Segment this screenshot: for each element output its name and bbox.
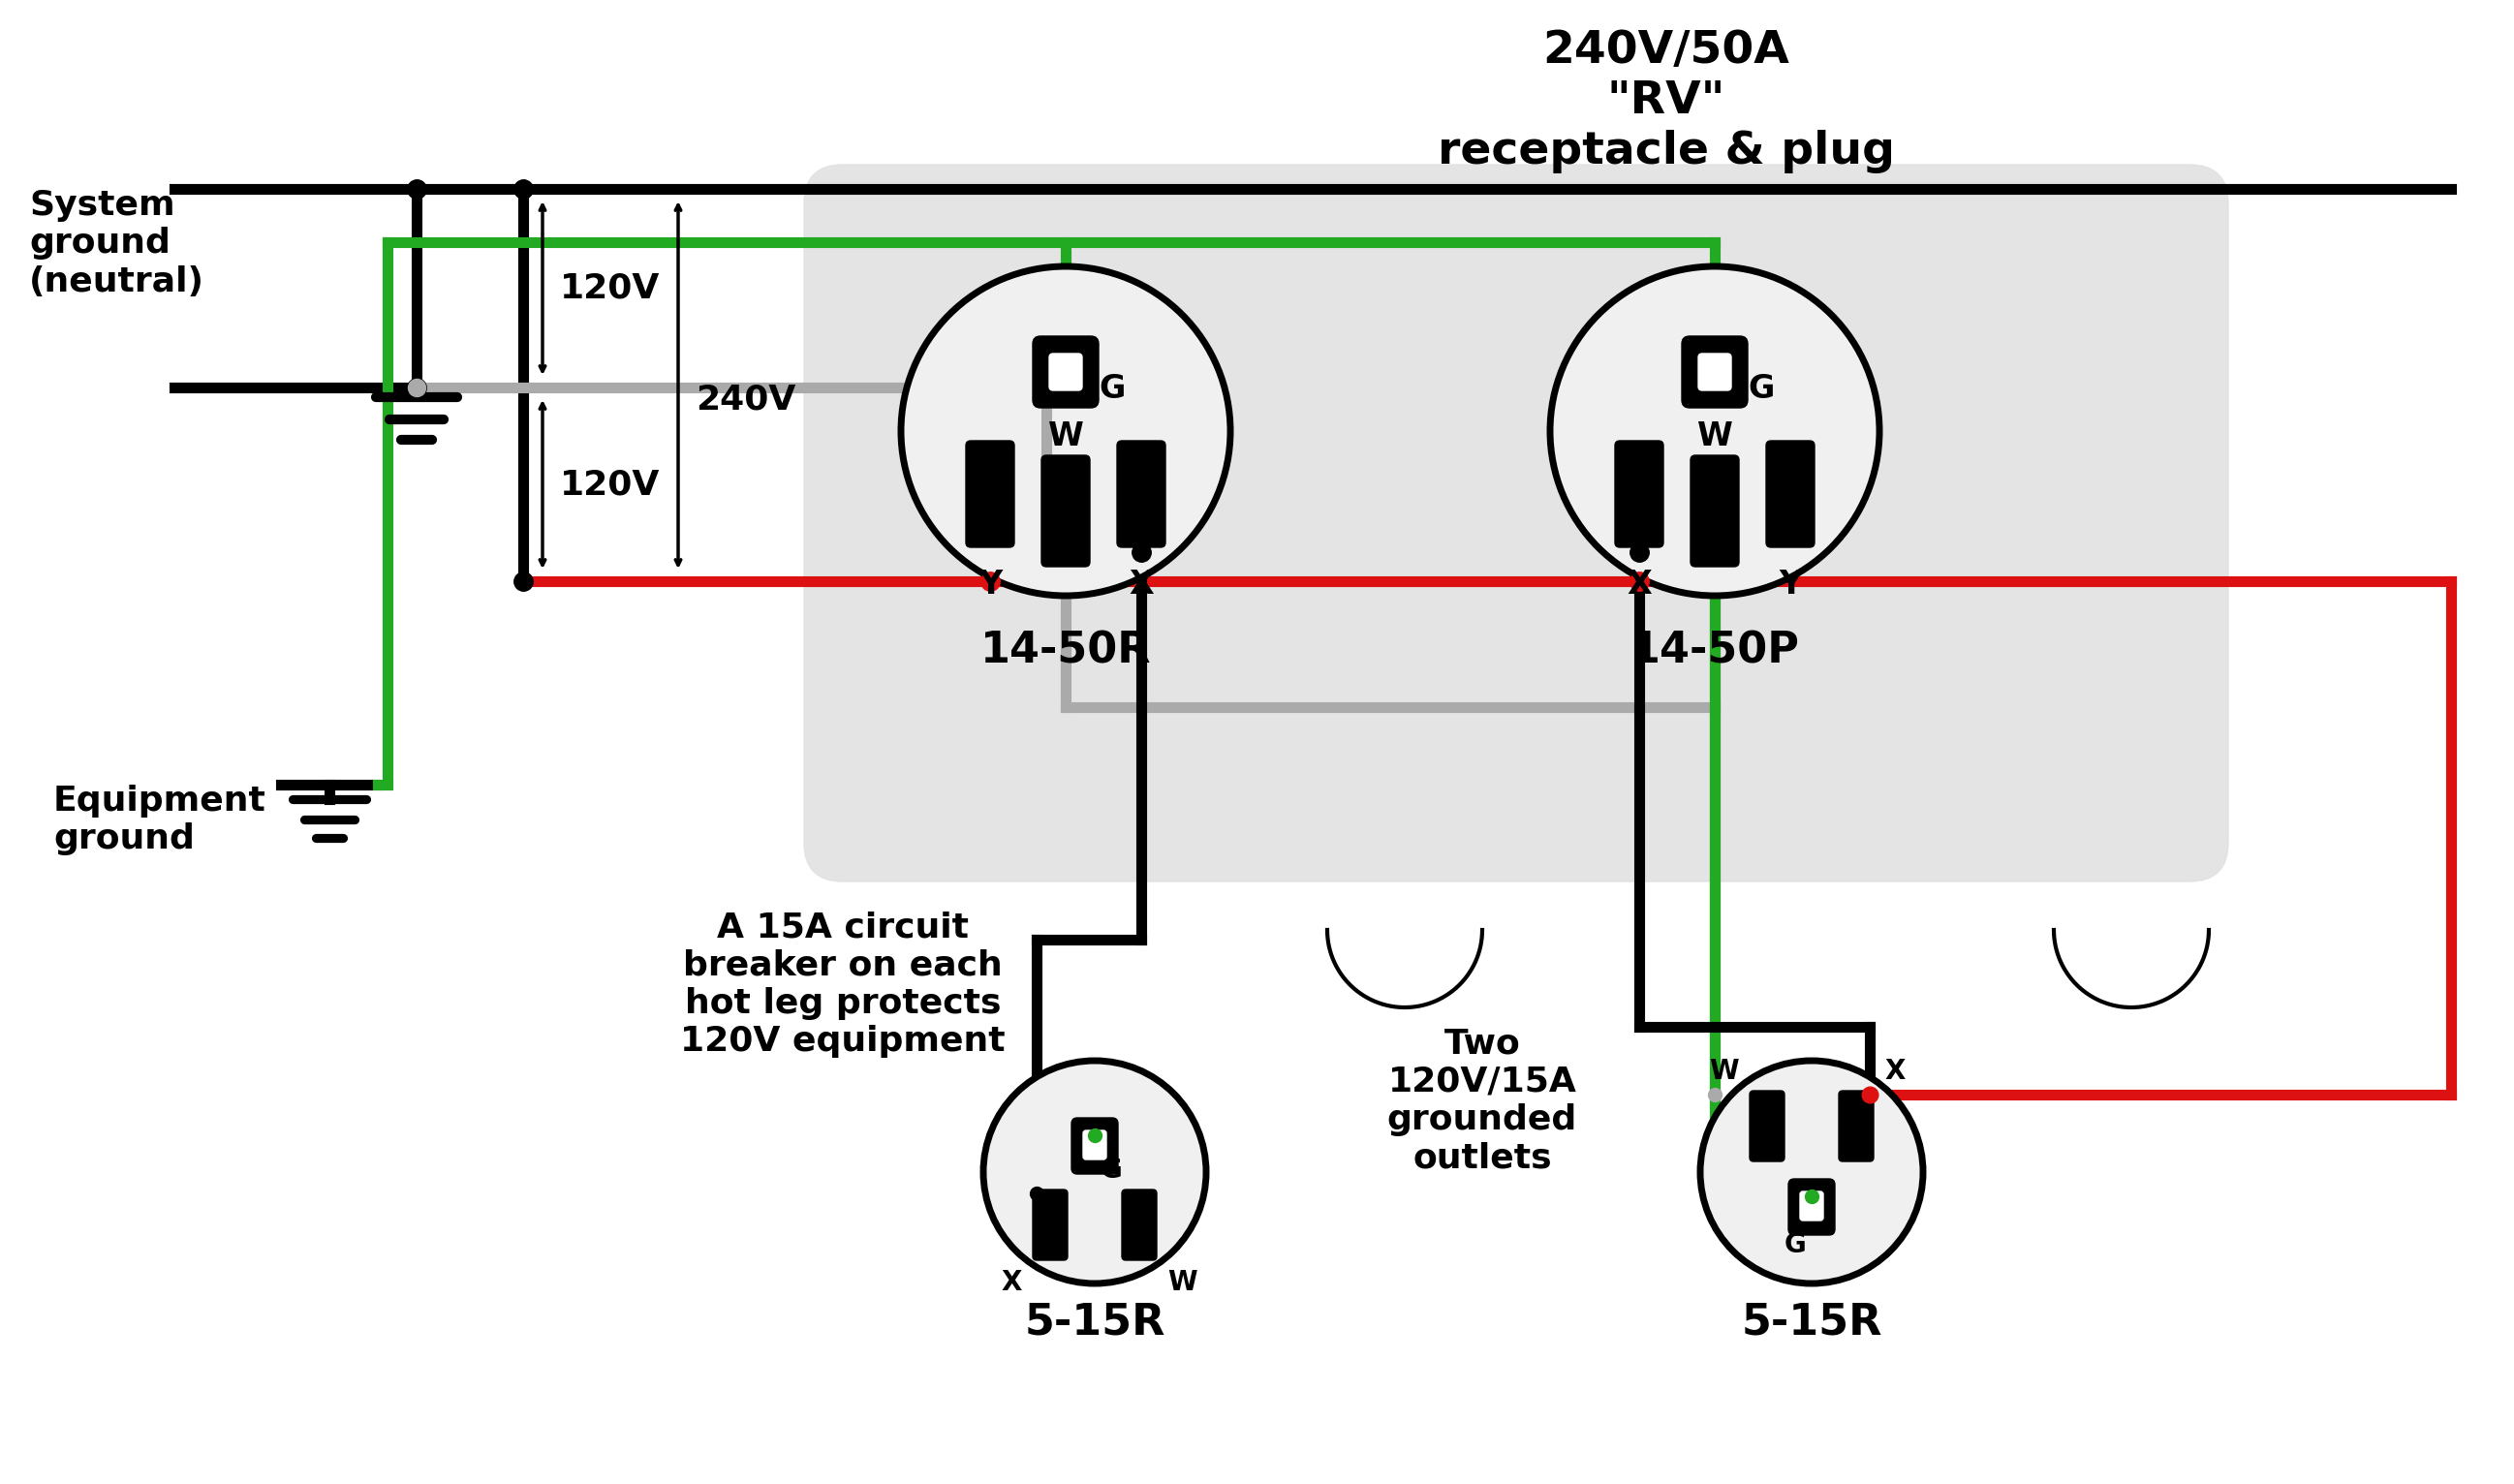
Text: 14-50R: 14-50R	[980, 629, 1151, 671]
FancyBboxPatch shape	[1041, 456, 1091, 567]
FancyBboxPatch shape	[1614, 441, 1664, 548]
Text: X: X	[1886, 1058, 1906, 1085]
Text: W: W	[1697, 420, 1732, 453]
FancyBboxPatch shape	[1699, 353, 1732, 390]
Text: 5-15R: 5-15R	[1023, 1301, 1164, 1343]
Circle shape	[1551, 267, 1880, 595]
Text: A 15A circuit
breaker on each
hot leg protects
120V equipment: A 15A circuit breaker on each hot leg pr…	[681, 911, 1006, 1058]
Text: Y: Y	[978, 568, 1003, 601]
FancyBboxPatch shape	[804, 165, 2227, 881]
Text: 240V/50A
"RV"
receptacle & plug: 240V/50A "RV" receptacle & plug	[1438, 30, 1896, 174]
FancyBboxPatch shape	[965, 441, 1013, 548]
Text: System
ground
(neutral): System ground (neutral)	[30, 188, 204, 298]
Text: G: G	[1101, 1156, 1124, 1184]
Circle shape	[900, 267, 1229, 595]
Text: 120V: 120V	[561, 467, 661, 500]
Text: G: G	[1785, 1232, 1805, 1258]
FancyBboxPatch shape	[1121, 1190, 1156, 1260]
Text: W: W	[1710, 1058, 1740, 1085]
Text: Two
120V/15A
grounded
outlets: Two 120V/15A grounded outlets	[1388, 1027, 1576, 1174]
FancyBboxPatch shape	[1033, 337, 1099, 408]
Text: W: W	[1048, 420, 1084, 453]
Text: 14-50P: 14-50P	[1629, 629, 1800, 671]
Text: X: X	[1001, 1269, 1023, 1296]
Text: G: G	[1747, 372, 1775, 405]
Text: 5-15R: 5-15R	[1742, 1301, 1883, 1343]
FancyBboxPatch shape	[1682, 337, 1747, 408]
FancyBboxPatch shape	[1033, 1190, 1068, 1260]
FancyBboxPatch shape	[1767, 441, 1815, 548]
FancyBboxPatch shape	[1071, 1117, 1119, 1174]
Text: 240V: 240V	[696, 383, 797, 416]
FancyBboxPatch shape	[1048, 353, 1081, 390]
FancyBboxPatch shape	[1800, 1192, 1823, 1220]
Text: W: W	[1166, 1269, 1197, 1296]
FancyBboxPatch shape	[1084, 1131, 1106, 1159]
FancyBboxPatch shape	[1689, 456, 1740, 567]
Circle shape	[983, 1061, 1207, 1284]
Text: G: G	[1099, 372, 1126, 405]
Circle shape	[1699, 1061, 1923, 1284]
FancyBboxPatch shape	[1116, 441, 1166, 548]
Text: Y: Y	[1777, 568, 1803, 601]
FancyBboxPatch shape	[1750, 1091, 1785, 1162]
Text: X: X	[1627, 568, 1652, 601]
Text: Equipment
ground: Equipment ground	[53, 785, 266, 856]
FancyBboxPatch shape	[1838, 1091, 1873, 1162]
Text: X: X	[1129, 568, 1154, 601]
Text: 120V: 120V	[561, 272, 661, 304]
FancyBboxPatch shape	[1787, 1178, 1835, 1235]
